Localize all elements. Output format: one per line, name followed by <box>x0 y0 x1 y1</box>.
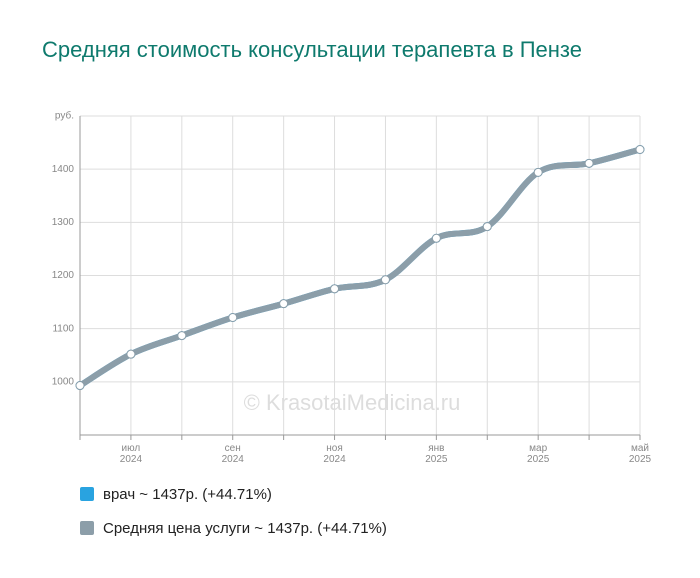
point <box>635 144 645 154</box>
point <box>228 313 238 323</box>
point <box>126 349 136 359</box>
chart-title: Средняя стоимость консультации терапевта… <box>42 37 583 62</box>
y-tick-label: 1100 <box>52 323 74 334</box>
legend-label: врач ~ 1437р. (+44.71%) <box>103 486 272 503</box>
point <box>279 299 289 309</box>
point <box>431 233 441 243</box>
watermark: © KrasotaiMedicina.ru <box>244 390 461 415</box>
point <box>75 381 85 391</box>
y-tick-label: 1000 <box>52 376 75 387</box>
y-tick-label: 1300 <box>52 217 75 228</box>
legend-item: врач ~ 1437р. (+44.71%) <box>80 486 272 503</box>
point <box>482 222 492 232</box>
legend-label: Средняя цена услуги ~ 1437р. (+44.71%) <box>103 520 387 537</box>
x-tick-label: сен 2024 <box>221 443 244 465</box>
point <box>533 167 543 177</box>
legend-swatch <box>80 521 94 535</box>
x-tick-label: ноя 2024 <box>323 443 346 465</box>
y-tick-label: 1400 <box>52 164 75 175</box>
x-tick-label: июл 2024 <box>119 443 143 465</box>
y-tick-label: руб. <box>55 110 74 122</box>
x-tick-label: янв 2025 <box>425 443 448 465</box>
point <box>177 331 187 341</box>
x-tick-label: мар 2025 <box>527 443 550 465</box>
point <box>584 158 594 168</box>
line <box>77 146 643 389</box>
legend-item: Средняя цена услуги ~ 1437р. (+44.71%) <box>80 520 387 537</box>
line <box>77 146 643 389</box>
point <box>380 275 390 285</box>
point <box>330 284 340 294</box>
y-tick-label: 1200 <box>52 270 75 281</box>
x-tick-label: май 2025 <box>628 443 652 465</box>
legend-swatch <box>80 487 94 501</box>
